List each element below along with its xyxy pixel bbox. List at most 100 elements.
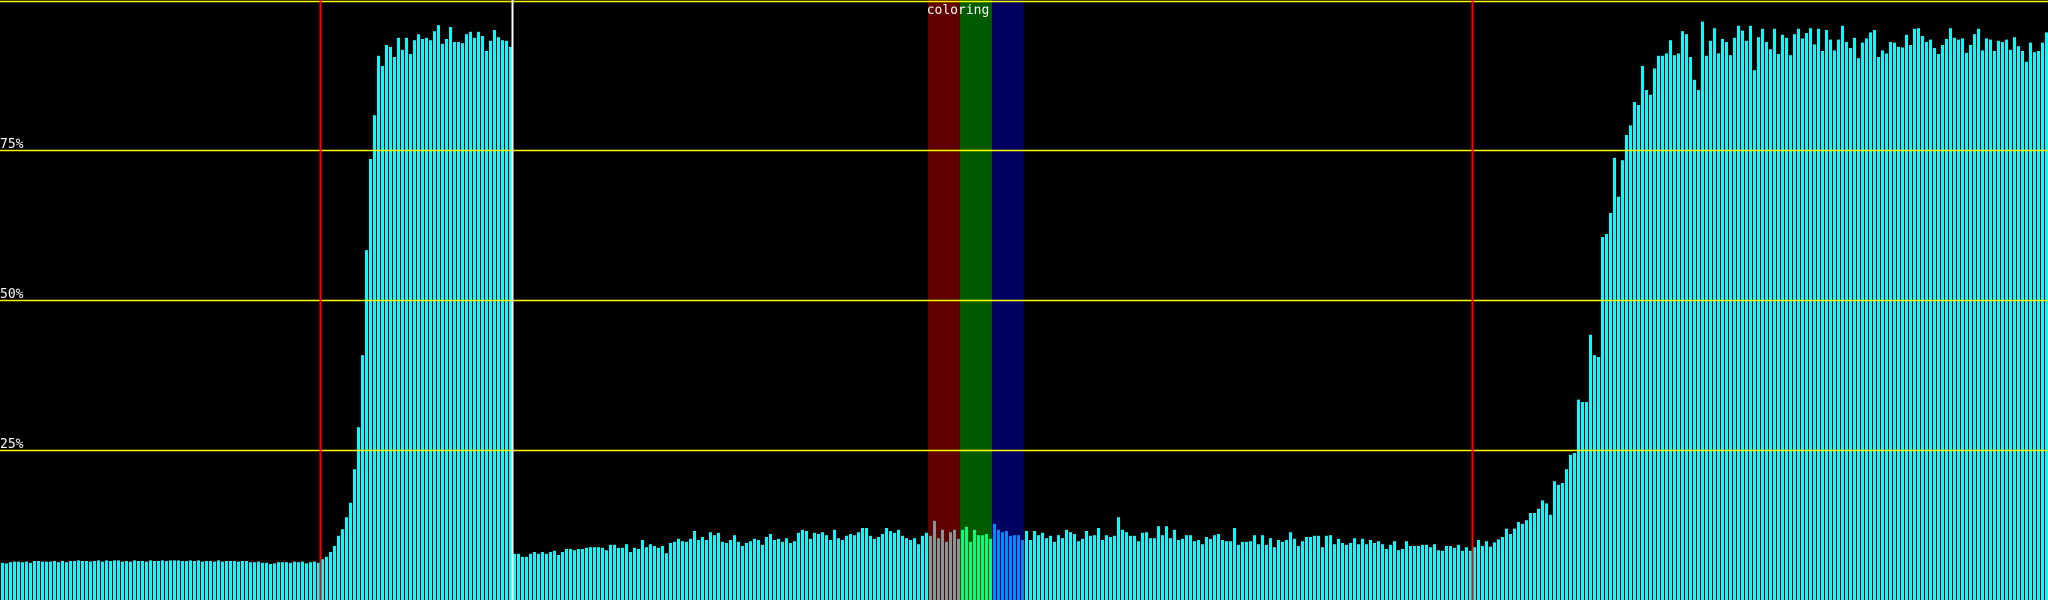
bar (657, 547, 660, 600)
bar (85, 561, 88, 600)
bar (1837, 39, 1840, 600)
bar (1465, 547, 1468, 600)
bar (1501, 537, 1504, 600)
bar (873, 538, 876, 600)
bar (589, 547, 592, 600)
bar (745, 543, 748, 600)
bar (2029, 42, 2032, 600)
bar (1997, 40, 2000, 600)
bar (633, 547, 636, 600)
bar (925, 532, 928, 600)
bar (933, 520, 936, 600)
bar (317, 562, 320, 600)
bar (265, 562, 268, 600)
bar (1713, 28, 1716, 600)
bar (509, 46, 512, 600)
bar (1345, 544, 1348, 600)
bar (1249, 541, 1252, 600)
bar (501, 40, 504, 600)
bar (1981, 50, 1984, 600)
bar (585, 547, 588, 600)
bar (89, 561, 92, 600)
bar (673, 541, 676, 600)
bar (2013, 37, 2016, 600)
bar (2001, 42, 2004, 600)
bar (1049, 535, 1052, 600)
bar (1613, 157, 1616, 600)
bar (1929, 39, 1932, 600)
bar (609, 544, 612, 600)
bar (1105, 535, 1108, 600)
bar (321, 559, 324, 600)
bar (2021, 51, 2024, 600)
bar (1097, 528, 1100, 600)
bar (429, 40, 432, 600)
bar (813, 532, 816, 600)
bar (185, 561, 188, 600)
bar (637, 549, 640, 600)
bar (65, 562, 68, 600)
bar (1989, 39, 1992, 600)
bar (593, 547, 596, 600)
bar (197, 560, 200, 600)
bar (1377, 541, 1380, 600)
bar (97, 560, 100, 600)
bar (945, 541, 948, 600)
bar (1225, 541, 1228, 600)
bar (2033, 52, 2036, 600)
bar (2045, 32, 2048, 600)
bar (1005, 531, 1008, 600)
bar (733, 535, 736, 600)
bar (1581, 402, 1584, 600)
bar (921, 535, 924, 600)
bar (285, 562, 288, 600)
bar (1305, 537, 1308, 600)
bar (1701, 21, 1704, 600)
bar (1473, 547, 1476, 600)
bar (749, 541, 752, 600)
bar (1721, 39, 1724, 600)
bar (341, 529, 344, 600)
bar (1805, 33, 1808, 600)
bar (1441, 550, 1444, 600)
bar (753, 538, 756, 600)
bar (153, 561, 156, 600)
bar (1193, 541, 1196, 600)
bar (761, 544, 764, 600)
bar (1573, 453, 1576, 600)
bar (1457, 544, 1460, 600)
marker-lines (319, 0, 1474, 600)
bar (1369, 540, 1372, 600)
bar (1509, 534, 1512, 600)
bar (993, 523, 996, 600)
bar (801, 529, 804, 600)
bar (1905, 34, 1908, 600)
bar (1977, 28, 1980, 600)
bar (1209, 538, 1212, 600)
bar (1017, 535, 1020, 600)
bar (1149, 538, 1152, 600)
bar (769, 534, 772, 600)
bar (1077, 541, 1080, 600)
bar (677, 538, 680, 600)
bar (1517, 522, 1520, 600)
bar (1793, 34, 1796, 600)
bar (305, 563, 308, 600)
bar (1873, 30, 1876, 600)
bar (1569, 454, 1572, 600)
bar (1637, 105, 1640, 600)
bar (613, 544, 616, 600)
bar (53, 561, 56, 600)
bar (1709, 40, 1712, 600)
y-tick-label: 50% (0, 287, 24, 302)
bar (713, 535, 716, 600)
bar (189, 560, 192, 600)
bar (385, 45, 388, 600)
bar (1925, 42, 1928, 600)
bar (825, 535, 828, 600)
bar (1133, 535, 1136, 600)
bar (1417, 546, 1420, 600)
bar (1093, 535, 1096, 600)
bar (1665, 53, 1668, 600)
bar (1197, 540, 1200, 600)
